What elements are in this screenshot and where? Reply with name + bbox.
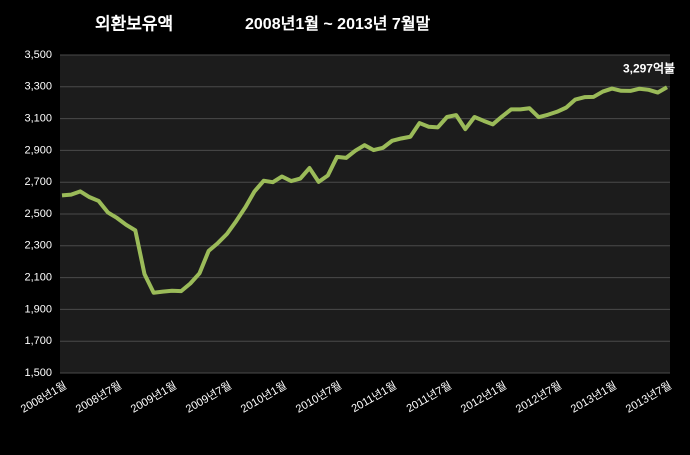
y-tick-label: 2,500 bbox=[24, 208, 52, 220]
y-tick-label: 1,500 bbox=[24, 367, 52, 379]
y-tick-label: 2,900 bbox=[24, 144, 52, 156]
annotation: 3,297억불 bbox=[623, 61, 675, 75]
y-tick-label: 1,700 bbox=[24, 335, 52, 347]
chart-title: 외환보유액 bbox=[95, 14, 173, 33]
line bbox=[61, 85, 668, 295]
y-tick-label: 3,100 bbox=[24, 113, 52, 125]
y-tick-label: 2,300 bbox=[24, 240, 52, 252]
y-tick-label: 2,100 bbox=[24, 272, 52, 284]
y-tick-label: 3,500 bbox=[24, 49, 52, 61]
y-tick-label: 1,900 bbox=[24, 303, 52, 315]
y-tick-label: 2,700 bbox=[24, 176, 52, 188]
y-tick-label: 3,300 bbox=[24, 81, 52, 93]
chart-subtitle: 2008년1월 ~ 2013년 7월말 bbox=[245, 14, 431, 33]
